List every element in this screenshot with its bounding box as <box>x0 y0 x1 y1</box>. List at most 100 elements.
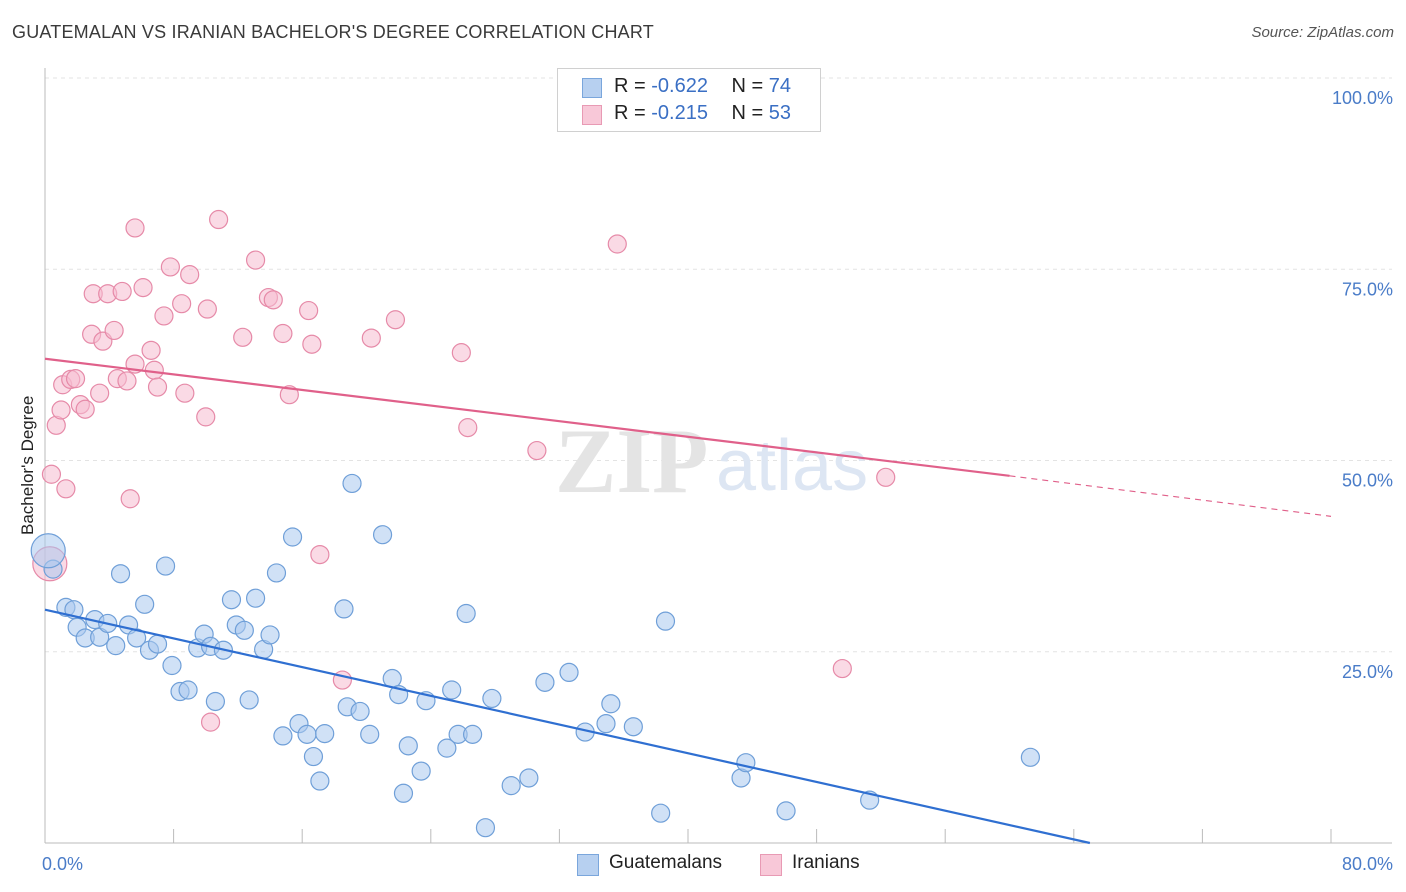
legend-swatch-blue <box>582 78 602 98</box>
iranians-point <box>876 467 896 487</box>
trend-line-iranians <box>44 357 1010 477</box>
bottom-legend-iranians: Iranians <box>760 852 860 876</box>
iranians-point <box>175 383 195 403</box>
guatemalans-point <box>462 724 483 744</box>
iranians-point <box>104 320 124 341</box>
guatemalans-point <box>127 628 147 648</box>
guatemalans-point <box>411 761 431 781</box>
guatemalans-point <box>398 736 418 756</box>
guatemalans-point <box>310 771 330 791</box>
iranians-point <box>75 399 95 419</box>
iranians-point <box>51 400 71 420</box>
iranians-point <box>458 418 478 438</box>
watermark: ZIP atlas <box>555 410 868 512</box>
iranians-point <box>172 294 192 314</box>
iranians-point <box>273 323 293 344</box>
iranians-point <box>209 209 229 230</box>
trend-lines <box>44 357 1332 845</box>
guatemalans-point <box>350 701 370 722</box>
iranians-point <box>245 250 266 270</box>
guatemalans-point <box>147 634 168 654</box>
iranians-point <box>90 383 110 403</box>
guatemalans-point <box>178 680 198 700</box>
guatemalans-point <box>135 594 155 614</box>
legend-n-label: N = <box>731 102 769 124</box>
chart-title: GUATEMALAN VS IRANIAN BACHELOR'S DEGREE … <box>12 22 654 42</box>
legend-r-value: -0.215 <box>651 102 708 124</box>
iranians-point <box>154 306 174 326</box>
iranians-point <box>141 340 161 360</box>
guatemalans-point <box>282 527 303 547</box>
iranians-point <box>196 407 216 427</box>
watermark-zip: ZIP <box>555 410 708 512</box>
y-tick-label: 100.0% <box>1332 88 1393 108</box>
guatemalans-point <box>260 625 280 645</box>
bottom-legend-label: Guatemalans <box>609 852 723 873</box>
y-tick-label: 75.0% <box>1342 279 1393 299</box>
guatemalans-point <box>535 672 555 692</box>
series-guatemalans <box>30 473 1040 838</box>
x-tick-max: 80.0% <box>1342 854 1393 874</box>
iranians-point <box>200 712 221 732</box>
guatemalans-point <box>342 473 362 494</box>
bottom-legend-swatch-blue <box>577 854 599 876</box>
iranians-point <box>299 300 319 321</box>
guatemalans-point <box>234 620 254 640</box>
legend-r-label: R = <box>614 75 652 97</box>
gridlines <box>45 77 1392 653</box>
guatemalans-point <box>456 603 476 624</box>
guatemalans-point <box>393 783 414 803</box>
guatemalans-point <box>372 525 393 545</box>
guatemalans-point <box>110 564 131 584</box>
guatemalans-point <box>655 611 676 631</box>
iranians-point <box>302 334 322 354</box>
guatemalans-point <box>221 590 242 610</box>
legend-swatch-pink <box>582 105 602 125</box>
tick-labels: 25.0% 50.0% 75.0% 100.0% <box>1332 88 1393 682</box>
iranians-point <box>233 327 253 347</box>
source-label: Source: ZipAtlas.com <box>1251 24 1394 41</box>
watermark-atlas: atlas <box>716 426 868 506</box>
iranians-point <box>180 265 200 285</box>
y-tick-label: 25.0% <box>1342 662 1393 682</box>
iranians-point <box>133 278 153 298</box>
iranians-point <box>112 281 132 302</box>
guatemalans-point <box>205 691 225 712</box>
legend-n-label: N = <box>731 75 769 97</box>
iranians-point <box>160 257 180 277</box>
y-tick-label: 50.0% <box>1342 471 1393 491</box>
guatemalans-point <box>776 801 796 821</box>
iranians-point <box>263 290 283 310</box>
guatemalans-point <box>334 599 354 619</box>
x-tick-min: 0.0% <box>42 854 83 874</box>
guatemalans-point <box>651 803 671 823</box>
legend-row-iranians: R = -0.215 N = 53 <box>582 102 792 125</box>
correlation-legend: R = -0.622 N = 74 R = -0.215 N = 53 <box>557 68 821 132</box>
guatemalans-point <box>437 738 457 758</box>
guatemalans-point <box>475 818 496 838</box>
guatemalans-point <box>303 746 324 767</box>
guatemalans-point <box>736 753 756 773</box>
legend-r-label: R = <box>614 102 652 124</box>
guatemalans-point <box>245 588 266 608</box>
iranians-point <box>832 658 852 679</box>
iranians-point <box>147 377 168 397</box>
guatemalans-point <box>442 680 462 700</box>
legend-n-value: 53 <box>768 102 792 124</box>
guatemalans-point <box>239 690 259 710</box>
guatemalans-point <box>162 655 182 676</box>
iranians-point <box>527 440 547 461</box>
legend-r-value: -0.622 <box>651 75 708 97</box>
iranians-point <box>385 310 406 330</box>
guatemalans-point <box>266 563 287 583</box>
guatemalans-point <box>623 717 643 737</box>
guatemalans-point <box>559 662 579 683</box>
guatemalans-point <box>601 694 621 714</box>
iranians-point <box>607 234 627 254</box>
series-iranians <box>32 209 896 732</box>
guatemalans-point <box>501 776 521 796</box>
trend-line-iranians-extrapolated <box>1009 475 1332 517</box>
bottom-legend-guatemalans: Guatemalans <box>577 852 723 876</box>
guatemalans-point <box>273 726 293 746</box>
